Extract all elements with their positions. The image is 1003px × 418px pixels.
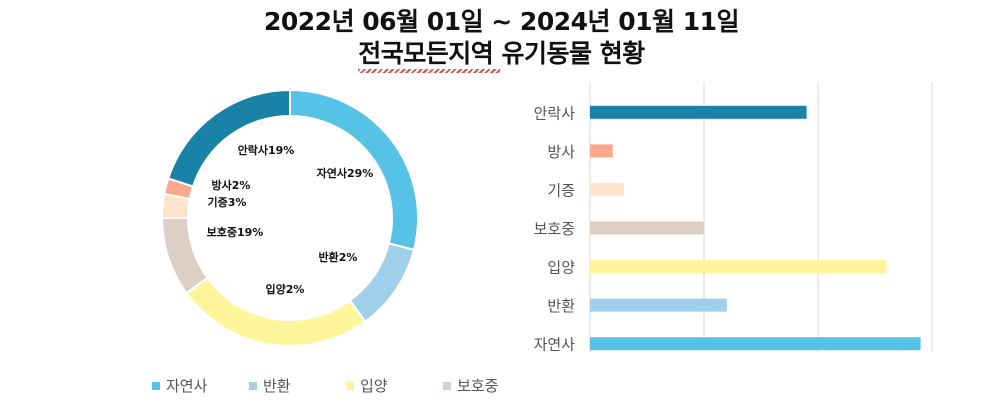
title-line-2-wrap: 전국모든지역 유기동물 현황	[358, 38, 645, 73]
donut-label-5: 방사2%	[212, 178, 251, 192]
title-line-1: 2022년 06월 01일 ~ 2024년 01월 11일	[264, 7, 740, 36]
donut-legend: 자연사 반환 입양 보호중	[152, 375, 540, 396]
legend-item-3: 보호중	[443, 375, 540, 396]
legend-item-2: 입양	[346, 375, 443, 396]
legend-swatch-1	[249, 381, 257, 390]
legend-swatch-2	[346, 381, 354, 390]
donut-label-0: 자연사29%	[317, 166, 374, 180]
donut-label-2: 입양2%	[266, 282, 305, 296]
donut-slice-1	[348, 242, 416, 323]
bar-category-label-6: 자연사	[534, 336, 576, 354]
donut-slice-6	[167, 88, 291, 188]
legend-item-1: 반환	[249, 375, 346, 396]
legend-label-3: 보호중	[457, 377, 499, 395]
bar-category-label-5: 반환	[547, 297, 575, 315]
bar-category-label-4: 입양	[547, 259, 575, 277]
legend-label-1: 반환	[263, 377, 291, 395]
spellcheck-underline	[358, 69, 500, 73]
legend-item-0: 자연사	[152, 375, 249, 396]
legend-label-0: 자연사	[166, 377, 208, 395]
donut-chart: 자연사29% 반환2% 입양2% 보호중19% 기증3% 방사2% 안락사19%	[160, 88, 419, 347]
chart-title: 2022년 06월 01일 ~ 2024년 01월 11일 전국모든지역 유기동…	[0, 6, 1003, 73]
legend-swatch-0	[152, 381, 160, 390]
donut-label-4: 기증3%	[208, 195, 247, 209]
bar-2	[590, 182, 625, 196]
bar-5	[590, 298, 727, 312]
bar-3	[590, 221, 704, 235]
donut-label-6: 안락사19%	[238, 143, 295, 157]
bar-category-label-2: 기증	[547, 181, 575, 199]
donut-label-1: 반환2%	[319, 250, 358, 264]
bar-category-label-1: 방사	[547, 143, 575, 161]
bar-4	[590, 260, 887, 274]
title-line-2: 전국모든지역 유기동물 현황	[358, 39, 645, 68]
bar-0	[590, 105, 807, 119]
donut-slice-3	[160, 217, 209, 295]
bar-category-label-0: 안락사	[534, 104, 576, 122]
bar-1	[590, 144, 613, 158]
donut-label-3: 보호중19%	[207, 225, 264, 239]
bar-category-label-3: 보호중	[534, 220, 575, 238]
bar-6	[590, 337, 921, 351]
legend-swatch-3	[443, 381, 451, 390]
legend-label-2: 입양	[360, 377, 388, 395]
